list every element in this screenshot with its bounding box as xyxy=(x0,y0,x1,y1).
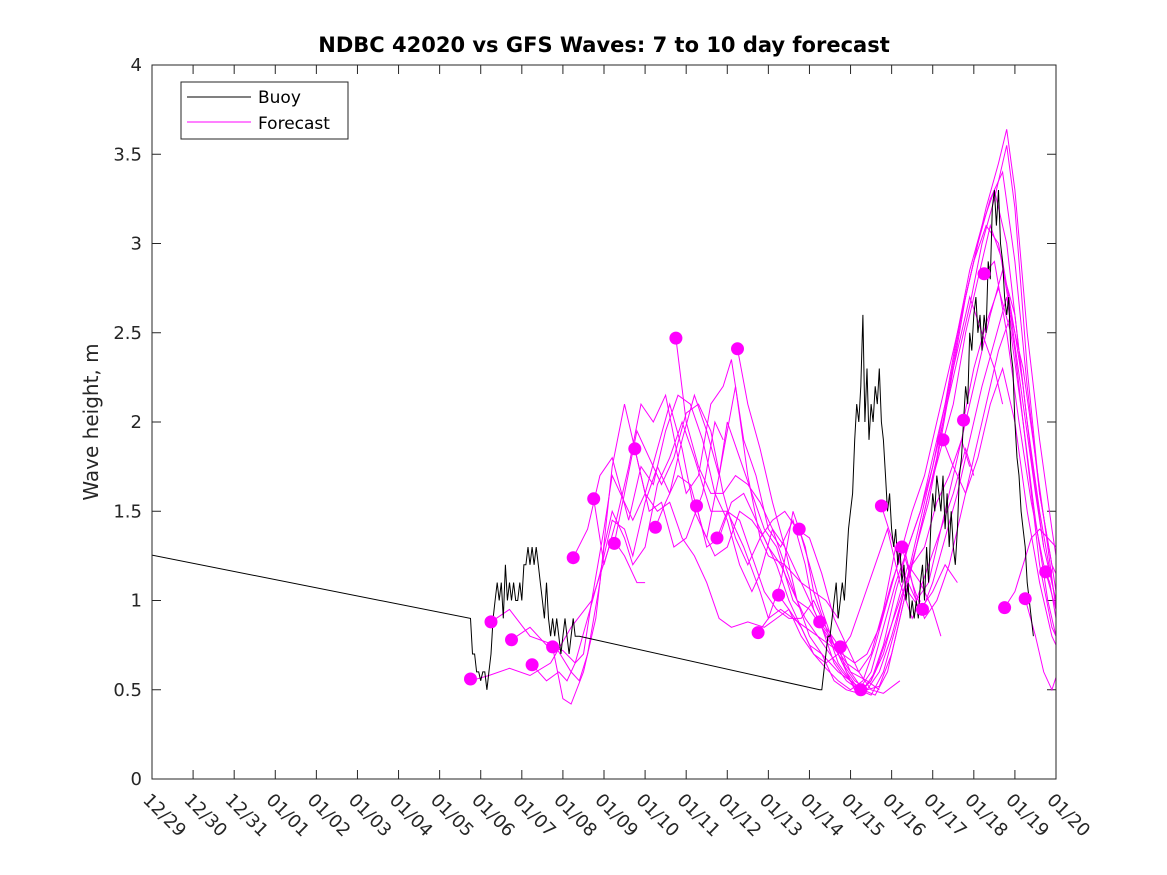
forecast-marker xyxy=(464,672,477,686)
forecast-marker xyxy=(628,442,642,456)
forecast-marker xyxy=(690,499,703,513)
forecast-marker xyxy=(977,267,991,281)
y-tick-label: 4 xyxy=(131,55,142,76)
y-tick-label: 3 xyxy=(131,234,142,255)
forecast-marker xyxy=(669,331,683,345)
y-tick-label: 3.5 xyxy=(113,144,142,165)
forecast-line xyxy=(942,366,1056,646)
legend-box xyxy=(180,81,349,140)
forecast-line xyxy=(983,260,1056,610)
forecast-marker xyxy=(546,640,560,654)
forecast-marker xyxy=(772,588,786,602)
forecast-line xyxy=(860,145,1056,691)
forecast-line xyxy=(470,536,646,682)
y-tick-label: 2 xyxy=(131,412,142,433)
forecast-marker xyxy=(566,551,580,565)
legend-forecast-label: Forecast xyxy=(258,114,330,134)
legend: Buoy Forecast xyxy=(180,81,349,140)
forecast-marker xyxy=(874,499,888,513)
forecast-line xyxy=(757,223,1024,691)
forecast-line xyxy=(531,386,839,682)
forecast-marker xyxy=(792,522,806,536)
chart-title: NDBC 42020 vs GFS Waves: 7 to 10 day for… xyxy=(318,33,889,57)
forecast-marker xyxy=(813,615,827,629)
series-layer xyxy=(152,129,1056,705)
forecast-line xyxy=(593,359,880,691)
forecast-line xyxy=(839,129,1056,696)
forecast-line xyxy=(737,295,1004,691)
forecast-line xyxy=(901,313,1056,620)
forecast-marker xyxy=(916,602,929,616)
forecast-line xyxy=(552,420,856,705)
forecast-marker xyxy=(587,492,601,506)
forecast-marker xyxy=(998,601,1012,615)
forecast-line xyxy=(922,296,1056,637)
forecast-marker xyxy=(751,626,765,640)
forecast-marker xyxy=(484,615,498,629)
forecast-marker xyxy=(833,640,847,654)
forecast-marker xyxy=(525,658,539,672)
plot-area xyxy=(152,65,1056,779)
forecast-line xyxy=(1004,528,1056,608)
forecast-marker xyxy=(710,531,724,545)
y-tick-label: 1 xyxy=(131,591,142,612)
forecast-line xyxy=(572,394,864,691)
forecast-line xyxy=(613,403,901,694)
y-tick-label: 1.5 xyxy=(113,501,142,522)
axes-box xyxy=(151,64,1057,780)
forecast-marker xyxy=(936,433,950,447)
y-axis-label: Wave height, m xyxy=(79,343,103,500)
y-axis-ticks: 0 0.5 1 1.5 2 2.5 3 3.5 4 xyxy=(113,55,1056,790)
y-tick-label: 0.5 xyxy=(113,680,142,701)
forecast-marker xyxy=(854,683,868,697)
forecast-line xyxy=(511,402,802,664)
forecast-marker xyxy=(648,520,662,534)
buoy-line xyxy=(152,189,1034,691)
legend-buoy-label: Buoy xyxy=(258,88,301,108)
forecast-marker xyxy=(895,540,909,554)
y-tick-label: 2.5 xyxy=(113,323,142,344)
forecast-marker xyxy=(957,413,970,427)
forecast-marker xyxy=(607,536,621,550)
forecast-line xyxy=(880,268,1056,602)
forecast-marker xyxy=(505,633,518,647)
forecast-marker xyxy=(731,342,744,356)
forecast-marker xyxy=(1039,565,1053,579)
y-tick-label: 0 xyxy=(131,769,142,790)
forecast-marker xyxy=(1018,592,1032,606)
